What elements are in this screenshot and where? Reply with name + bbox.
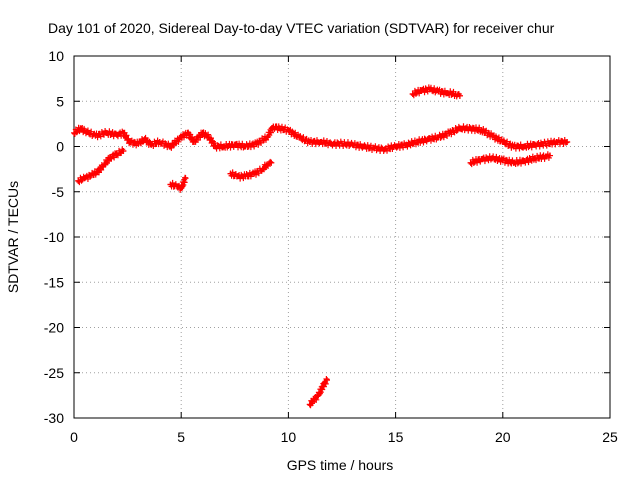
axis-ticks: 0 5 10 15 20 25 10 5 0 -5 -10 -15 -20 -25 -30 [44,48,618,445]
x-tick-label: 20 [495,429,511,445]
series-trace [167,174,189,193]
x-tick-label: 10 [281,429,297,445]
series-early-negative [75,146,127,186]
series-trace [227,158,275,182]
series-7-9h [227,158,275,182]
x-tick-label: 5 [177,429,185,445]
y-tick-label: 0 [56,139,64,155]
series-11-12h [306,375,330,409]
series-15.8-18h [409,84,463,100]
y-tick-label: -30 [44,410,64,426]
y-axis-label: SDTVAR / TECUs [5,181,21,293]
y-tick-label: 5 [56,93,64,109]
series-main [71,123,571,155]
series-trace [71,123,571,155]
x-axis-label: GPS time / hours [287,457,394,473]
x-tick-label: 15 [388,429,404,445]
series-trace [306,375,330,409]
grid [74,56,610,418]
series-trace [467,151,553,168]
x-tick-label: 25 [602,429,618,445]
data-marks [71,84,571,409]
y-tick-label: -15 [44,274,64,290]
y-tick-label: -20 [44,320,64,336]
y-tick-label: -25 [44,365,64,381]
series-trace [409,84,463,100]
chart-title: Day 101 of 2020, Sidereal Day-to-day VTE… [48,20,555,36]
y-tick-label: -5 [52,184,65,200]
y-tick-label: 10 [48,48,64,64]
y-tick-label: -10 [44,229,64,245]
series-trace [75,146,127,186]
series-18.5-22h [467,151,553,168]
series-near-5h [167,174,189,193]
x-tick-label: 0 [70,429,78,445]
